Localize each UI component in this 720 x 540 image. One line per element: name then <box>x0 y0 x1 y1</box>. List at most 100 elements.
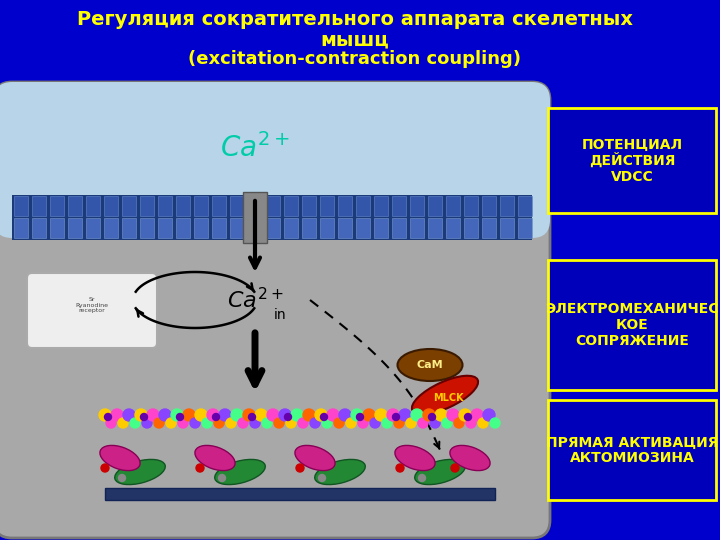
Circle shape <box>396 464 404 472</box>
Circle shape <box>320 414 328 421</box>
Circle shape <box>318 475 325 482</box>
Bar <box>428 196 442 216</box>
Bar <box>158 218 172 238</box>
Circle shape <box>478 418 488 428</box>
Circle shape <box>454 418 464 428</box>
Circle shape <box>370 418 380 428</box>
Circle shape <box>483 409 495 421</box>
Bar <box>194 196 208 216</box>
Circle shape <box>106 418 116 428</box>
Circle shape <box>418 418 428 428</box>
Circle shape <box>159 409 171 421</box>
Bar <box>410 218 424 238</box>
Circle shape <box>104 414 112 421</box>
Bar <box>12 190 532 225</box>
Bar <box>548 400 716 500</box>
Circle shape <box>183 409 195 421</box>
Bar <box>338 196 352 216</box>
Circle shape <box>248 414 256 421</box>
Circle shape <box>147 409 159 421</box>
Bar <box>230 196 244 216</box>
Text: $\it{Ca}^{2+}$: $\it{Ca}^{2+}$ <box>220 133 290 163</box>
Circle shape <box>202 418 212 428</box>
Circle shape <box>315 409 327 421</box>
Circle shape <box>231 409 243 421</box>
Circle shape <box>171 409 183 421</box>
Bar <box>194 218 208 238</box>
Bar <box>374 196 388 216</box>
Ellipse shape <box>295 446 335 470</box>
Bar <box>50 218 64 238</box>
Bar <box>32 218 46 238</box>
Circle shape <box>327 409 339 421</box>
Circle shape <box>471 409 483 421</box>
Bar <box>122 196 136 216</box>
Text: (excitation-contraction coupling): (excitation-contraction coupling) <box>189 50 521 68</box>
Bar <box>446 196 460 216</box>
Ellipse shape <box>195 446 235 470</box>
Circle shape <box>286 418 296 428</box>
Bar <box>500 196 514 216</box>
Circle shape <box>459 409 471 421</box>
Bar <box>14 218 28 238</box>
Text: ПОТЕНЦИАЛ
ДЕЙСТВИЯ
VDCC: ПОТЕНЦИАЛ ДЕЙСТВИЯ VDCC <box>582 137 683 185</box>
Circle shape <box>262 418 272 428</box>
Bar <box>86 218 100 238</box>
Bar <box>243 192 267 243</box>
Text: in: in <box>274 308 287 322</box>
Circle shape <box>451 464 459 472</box>
Bar <box>176 218 190 238</box>
Circle shape <box>123 409 135 421</box>
Circle shape <box>218 475 225 482</box>
Bar <box>248 218 262 238</box>
Circle shape <box>135 409 147 421</box>
Ellipse shape <box>100 446 140 470</box>
Circle shape <box>99 409 111 421</box>
FancyBboxPatch shape <box>0 82 550 538</box>
Bar <box>320 196 334 216</box>
Circle shape <box>178 418 188 428</box>
Bar <box>446 218 460 238</box>
Bar <box>104 196 118 216</box>
Bar <box>140 196 154 216</box>
Circle shape <box>399 409 411 421</box>
Circle shape <box>428 414 436 421</box>
Bar <box>212 218 226 238</box>
Bar <box>548 260 716 390</box>
FancyBboxPatch shape <box>0 82 550 238</box>
Circle shape <box>274 418 284 428</box>
Bar <box>392 218 406 238</box>
Circle shape <box>118 418 128 428</box>
Text: CaM: CaM <box>417 360 444 370</box>
Circle shape <box>430 418 440 428</box>
Text: мышц: мышц <box>320 30 390 49</box>
Text: ЭЛЕКТРОМЕХАНИЧЕС
КОЕ
СОПРЯЖЕНИЕ: ЭЛЕКТРОМЕХАНИЧЕС КОЕ СОПРЯЖЕНИЕ <box>545 302 719 348</box>
Circle shape <box>423 409 435 421</box>
Bar <box>212 196 226 216</box>
Bar <box>518 196 532 216</box>
Circle shape <box>101 464 109 472</box>
Bar <box>230 218 244 238</box>
Bar <box>482 196 496 216</box>
Circle shape <box>226 418 236 428</box>
Bar <box>68 218 82 238</box>
Circle shape <box>195 409 207 421</box>
Text: $\it{Ca}^{2+}$: $\it{Ca}^{2+}$ <box>227 287 283 313</box>
Bar <box>176 196 190 216</box>
Bar <box>68 196 82 216</box>
FancyBboxPatch shape <box>27 273 157 348</box>
Bar <box>320 218 334 238</box>
Circle shape <box>298 418 308 428</box>
Circle shape <box>442 418 452 428</box>
Circle shape <box>267 409 279 421</box>
Circle shape <box>411 409 423 421</box>
Ellipse shape <box>215 460 265 484</box>
Circle shape <box>322 418 332 428</box>
Bar <box>248 196 262 216</box>
Circle shape <box>303 409 315 421</box>
Circle shape <box>212 414 220 421</box>
Circle shape <box>111 409 123 421</box>
Circle shape <box>130 418 140 428</box>
Bar <box>284 196 298 216</box>
Bar <box>356 218 370 238</box>
